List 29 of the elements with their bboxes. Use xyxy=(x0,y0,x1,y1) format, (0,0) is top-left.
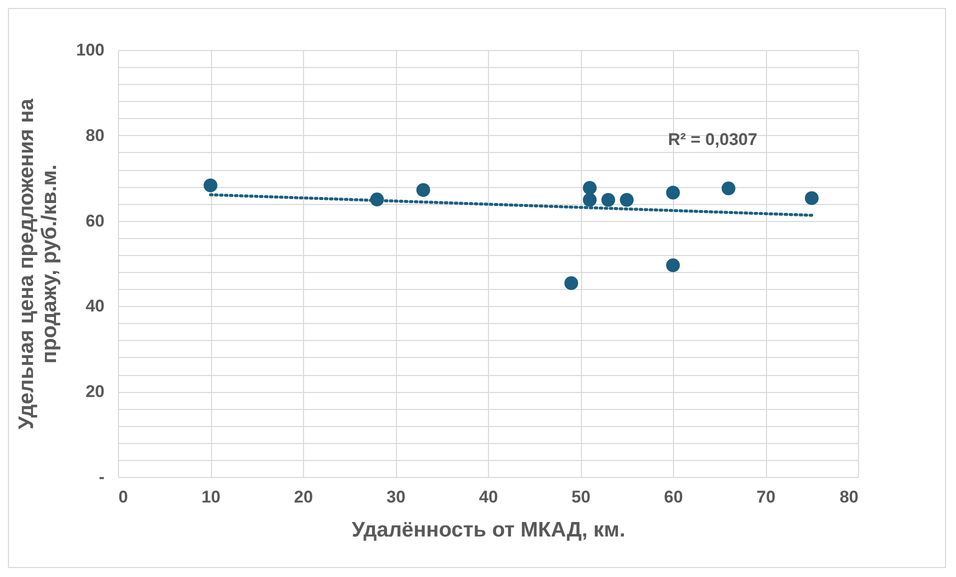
point xyxy=(582,181,597,195)
y-tick-label: 80 xyxy=(86,126,104,145)
y-tick-label: 20 xyxy=(86,382,104,402)
point xyxy=(620,193,634,207)
y-tick-label: 100 xyxy=(76,40,104,60)
x-tick-label: 10 xyxy=(202,488,220,506)
y-tick-label: - xyxy=(98,468,104,486)
point xyxy=(666,186,680,200)
x-tick-label: 70 xyxy=(756,488,776,506)
point xyxy=(804,191,819,206)
y-tick-label: 40 xyxy=(86,296,104,316)
point xyxy=(564,276,578,290)
point xyxy=(666,258,680,272)
y-tick-label: 60 xyxy=(86,211,104,230)
x-tick-label: 60 xyxy=(664,488,683,506)
point xyxy=(582,193,597,207)
point xyxy=(722,181,736,196)
x-tick-label: 50 xyxy=(572,488,590,506)
y-axis-title: Удельная цена предложения на продажу, руб./кв.м. xyxy=(15,98,62,430)
x-tick-label: 0 xyxy=(118,488,128,506)
x-tick-label: 40 xyxy=(479,488,498,506)
point xyxy=(416,183,430,197)
x-tick-label: 20 xyxy=(294,488,313,506)
x-axis-title: Удалённость от МКАД, км. xyxy=(352,518,626,542)
point xyxy=(204,178,218,192)
x-tick-label: 30 xyxy=(386,488,406,506)
annotation: R² = 0,0307 xyxy=(668,130,758,149)
point xyxy=(601,193,616,207)
x-tick-label: 80 xyxy=(840,488,858,506)
